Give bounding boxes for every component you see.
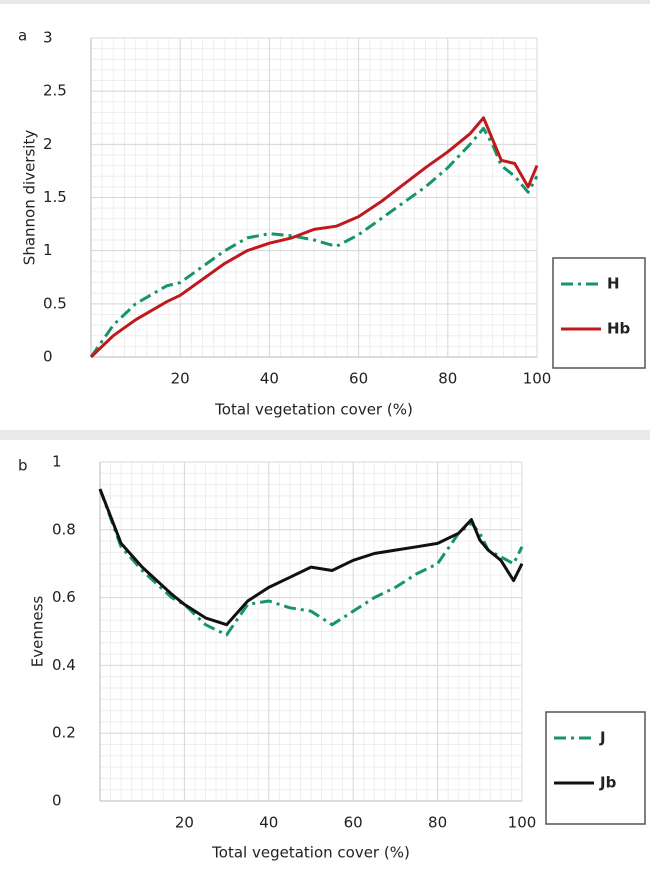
panel-label: b [18, 457, 28, 475]
legend-label: J [599, 729, 606, 747]
y-tick-label: 1.5 [43, 188, 67, 206]
x-tick-label: 100 [508, 814, 537, 832]
y-tick-label: 0 [43, 348, 53, 366]
y-tick-label: 2.5 [43, 82, 67, 100]
legend-label: H [607, 275, 620, 293]
legend-label: Jb [599, 774, 617, 792]
legend-box [545, 711, 646, 825]
x-tick-label: 60 [349, 370, 368, 388]
y-tick-label: 0.5 [43, 294, 67, 312]
y-axis-title: Shannon diversity [21, 130, 39, 266]
data-line [89, 116, 539, 359]
legend-label: Hb [607, 320, 631, 338]
y-tick-label: 0.2 [52, 724, 76, 742]
x-axis-title: Total vegetation cover (%) [211, 844, 410, 862]
y-tick-label: 3 [43, 29, 53, 47]
x-tick-label: 60 [344, 814, 363, 832]
x-tick-label: 20 [171, 370, 190, 388]
x-tick-label: 40 [260, 370, 279, 388]
panel-label: a [18, 27, 27, 45]
data-line [98, 488, 524, 627]
y-tick-label: 2 [43, 135, 53, 153]
y-tick-label: 1 [52, 453, 62, 471]
y-tick-label: 1 [43, 241, 53, 259]
data-line [89, 126, 539, 358]
separator [0, 430, 650, 440]
y-axis-title: Evenness [29, 596, 47, 668]
x-axis-title: Total vegetation cover (%) [214, 401, 413, 419]
legend-box [552, 257, 646, 369]
y-tick-label: 0.8 [52, 520, 76, 538]
y-tick-label: 0.4 [52, 656, 76, 674]
y-tick-label: 0.6 [52, 588, 76, 606]
data-line [98, 488, 524, 637]
x-tick-label: 80 [438, 370, 457, 388]
x-tick-label: 20 [175, 814, 194, 832]
x-tick-label: 80 [428, 814, 447, 832]
x-tick-label: 100 [523, 370, 552, 388]
x-tick-label: 40 [259, 814, 278, 832]
separator [0, 0, 650, 4]
y-tick-label: 0 [52, 792, 62, 810]
